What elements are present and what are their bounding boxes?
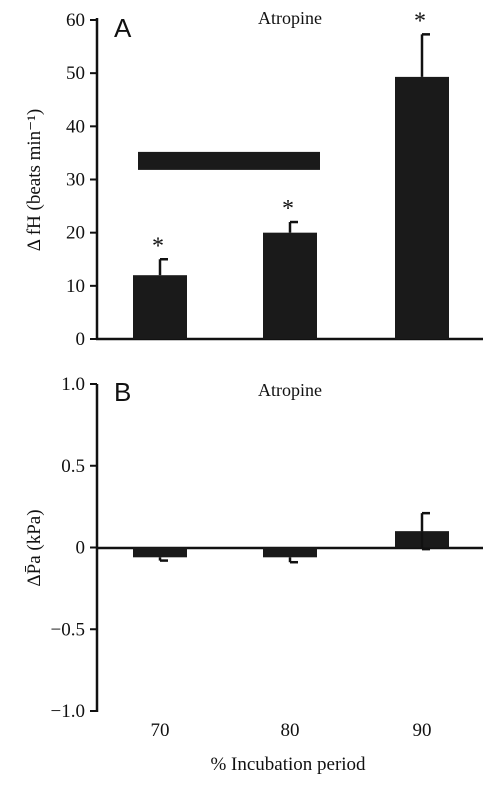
- y-tick-label: 0.5: [61, 456, 85, 477]
- panel-a-y-axis-title: Δ fH (beats min⁻¹): [24, 109, 45, 251]
- y-tick-label: −0.5: [51, 619, 85, 640]
- panel-b: B Atropine 1.0 0.5 0 −0.5 −1.0 70 80 90 ΔP̄a (…: [24, 374, 483, 775]
- x-tick-label: 70: [151, 720, 170, 741]
- significance-marker: *: [282, 196, 294, 222]
- y-tick-label: 0: [76, 329, 86, 350]
- x-axis-title: % Incubation period: [210, 754, 366, 775]
- bar: [133, 275, 187, 339]
- panel-b-y-ticks: 1.0 0.5 0 −0.5 −1.0: [51, 374, 97, 722]
- y-tick-label: 10: [66, 276, 85, 297]
- y-tick-label: −1.0: [51, 701, 85, 722]
- x-tick-label: 80: [281, 720, 300, 741]
- y-tick-label: 40: [66, 116, 85, 137]
- panel-b-y-axis-title: ΔP̄a (kPa): [24, 509, 45, 586]
- y-tick-label: 60: [66, 10, 85, 31]
- panel-a-bars: * * *: [133, 8, 449, 339]
- bar: [263, 232, 317, 339]
- y-tick-label: 1.0: [61, 374, 85, 395]
- panel-b-title: Atropine: [258, 380, 322, 400]
- bar: [133, 547, 187, 558]
- panel-a-letter: A: [114, 13, 132, 43]
- panel-a-title: Atropine: [258, 8, 322, 28]
- panel-b-letter: B: [114, 377, 131, 407]
- bar: [263, 547, 317, 558]
- y-tick-label: 30: [66, 170, 85, 191]
- panel-b-x-tick-labels: 70 80 90: [151, 720, 432, 741]
- panel-b-bars: [133, 511, 449, 564]
- panel-a: A Atropine 60 50 40 30 20 10 0 * * * Δ fH (beats…: [24, 8, 483, 350]
- bar: [395, 76, 449, 339]
- x-tick-label: 90: [413, 720, 432, 741]
- y-tick-label: 20: [66, 223, 85, 244]
- y-tick-label: 0: [76, 538, 86, 559]
- panel-a-y-ticks: 60 50 40 30 20 10 0: [66, 10, 97, 350]
- comparison-bracket: [138, 151, 320, 170]
- significance-marker: *: [414, 8, 426, 34]
- y-tick-label: 50: [66, 63, 85, 84]
- significance-marker: *: [152, 233, 164, 259]
